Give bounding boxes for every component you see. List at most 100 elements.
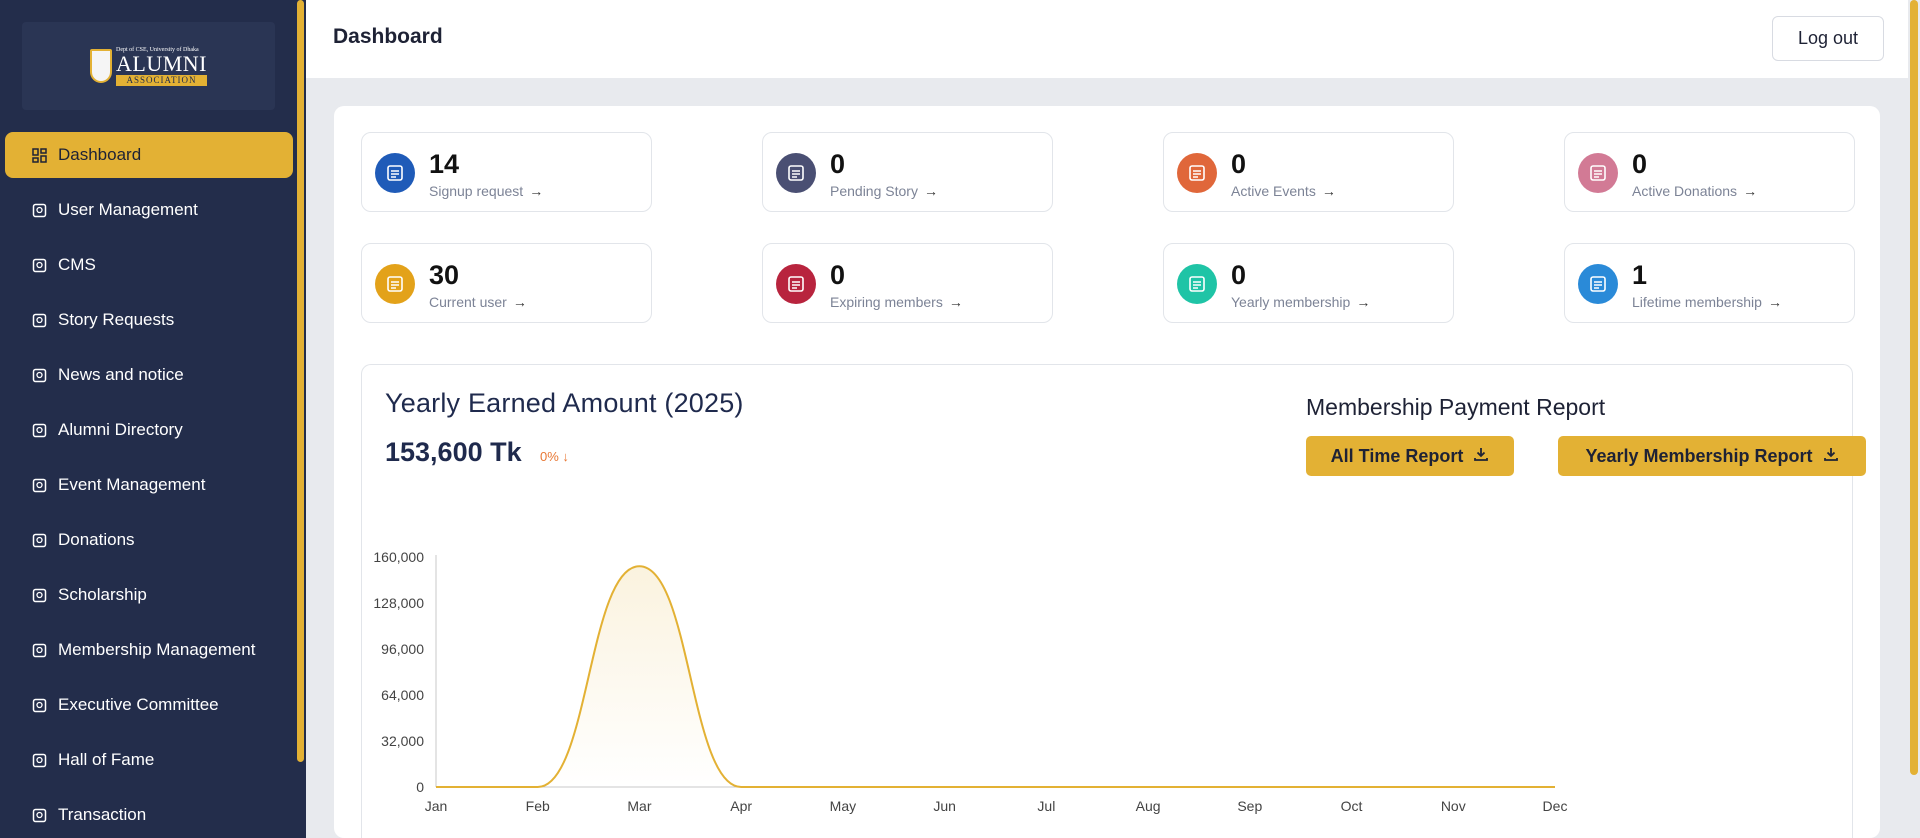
stat-value: 30	[429, 260, 460, 290]
arrow-right-icon: →	[1767, 294, 1782, 310]
stat-label: Yearly membership →	[1231, 294, 1370, 310]
stat-card-signup-request[interactable]: 14 Signup request →	[361, 132, 652, 212]
sidebar-item-dashboard[interactable]: Dashboard	[5, 132, 293, 178]
membership-icon	[31, 642, 48, 659]
stat-value: 0	[830, 149, 846, 179]
stat-value: 1	[1632, 260, 1648, 290]
donations-icon	[1578, 153, 1618, 193]
x-tick-label: Jun	[933, 798, 956, 814]
sidebar-item-label: Hall of Fame	[58, 750, 155, 769]
arrow-right-icon: →	[512, 294, 527, 310]
stat-label: Expiring members →	[830, 294, 963, 310]
stat-label-text: Yearly membership	[1231, 294, 1351, 310]
events-icon	[1177, 153, 1217, 193]
sidebar-item-event-management[interactable]: Event Management	[5, 462, 293, 508]
donation-icon	[31, 532, 48, 549]
x-tick-label: Aug	[1136, 798, 1161, 814]
y-tick-label: 64,000	[381, 687, 424, 703]
report-title: Membership Payment Report	[1306, 394, 1606, 420]
download-icon	[1823, 446, 1839, 467]
sidebar-item-donations[interactable]: Donations	[5, 517, 293, 563]
arrow-right-icon: →	[1743, 183, 1758, 199]
earned-amount: 153,600 Tk	[385, 437, 522, 467]
arrow-right-icon: →	[923, 183, 938, 199]
series-area-fill	[436, 566, 1555, 787]
alumni-logo: Dept of CSE, University of Dhaka ALUMNI …	[90, 47, 207, 86]
arrow-right-icon: →	[948, 294, 963, 310]
x-tick-label: Jul	[1037, 798, 1055, 814]
sidebar-item-alumni-directory[interactable]: Alumni Directory	[5, 407, 293, 453]
sidebar-item-transaction[interactable]: Transaction	[5, 792, 293, 838]
stat-card-active-events[interactable]: 0 Active Events →	[1163, 132, 1454, 212]
sidebar-item-news-and-notice[interactable]: News and notice	[5, 352, 293, 398]
sidebar-item-label: Membership Management	[58, 640, 256, 659]
yearly-membership-icon	[1177, 264, 1217, 304]
stat-value: 0	[1231, 260, 1247, 290]
stat-value: 14	[429, 149, 460, 179]
sidebar: Dept of CSE, University of Dhaka ALUMNI …	[0, 0, 306, 838]
grid-icon	[31, 147, 48, 164]
logo-dept-text: Dept of CSE, University of Dhaka	[116, 46, 199, 53]
sidebar-item-label: Donations	[58, 530, 135, 549]
transaction-icon	[31, 807, 48, 824]
y-tick-label: 0	[416, 779, 424, 795]
sidebar-item-label: User Management	[58, 200, 198, 219]
shield-icon	[90, 49, 112, 83]
logo-alumni-text: ALUMNI	[116, 50, 207, 76]
sidebar-item-user-management[interactable]: User Management	[5, 187, 293, 233]
stat-card-yearly-membership[interactable]: 0 Yearly membership →	[1163, 243, 1454, 323]
sidebar-item-cms[interactable]: CMS	[5, 242, 293, 288]
yearly-membership-report-button[interactable]: Yearly Membership Report	[1558, 436, 1866, 476]
stat-label-text: Expiring members	[830, 294, 943, 310]
x-tick-label: Apr	[730, 798, 752, 814]
stat-card-lifetime-membership[interactable]: 1 Lifetime membership →	[1564, 243, 1855, 323]
sidebar-scrollbar[interactable]	[297, 0, 304, 762]
sidebar-item-hall-of-fame[interactable]: Hall of Fame	[5, 737, 293, 783]
stat-card-pending-story[interactable]: 0 Pending Story →	[762, 132, 1053, 212]
logout-button[interactable]: Log out	[1772, 16, 1884, 61]
stat-card-current-user[interactable]: 30 Current user →	[361, 243, 652, 323]
page-scrollbar[interactable]	[1910, 0, 1918, 775]
users-gear-icon	[31, 202, 48, 219]
all-time-report-label: All Time Report	[1330, 445, 1464, 466]
lifetime-membership-icon	[1578, 264, 1618, 304]
all-time-report-button[interactable]: All Time Report	[1306, 436, 1514, 476]
stat-label-text: Lifetime membership	[1632, 294, 1762, 310]
stat-card-active-donations[interactable]: 0 Active Donations →	[1564, 132, 1855, 212]
stat-label: Active Donations →	[1632, 183, 1757, 199]
y-tick-label: 32,000	[381, 733, 424, 749]
sidebar-item-membership-management[interactable]: Membership Management	[5, 627, 293, 673]
x-tick-label: Sep	[1237, 798, 1262, 814]
logo-box[interactable]: Dept of CSE, University of Dhaka ALUMNI …	[22, 22, 275, 110]
earnings-area-chart: 0 32,000 64,000 96,000 128,000 160,000 Jan Feb M…	[373, 549, 1567, 814]
sidebar-item-label: News and notice	[58, 365, 184, 384]
expiring-icon	[776, 264, 816, 304]
stat-label-text: Pending Story	[830, 183, 918, 199]
sidebar-item-label: Dashboard	[58, 145, 142, 164]
earnings-title: Yearly Earned Amount (2025)	[385, 388, 744, 418]
earnings-chart-card: Yearly Earned Amount (2025) 153,600 Tk 0…	[361, 364, 1866, 838]
arrow-right-icon: →	[1356, 294, 1371, 310]
y-tick-label: 96,000	[381, 641, 424, 657]
page-title: Dashboard	[333, 25, 443, 48]
news-icon	[31, 367, 48, 384]
scholarship-icon	[31, 587, 48, 604]
x-tick-label: Jan	[425, 798, 448, 814]
sidebar-item-label: Executive Committee	[58, 695, 219, 714]
sidebar-item-scholarship[interactable]: Scholarship	[5, 572, 293, 618]
sidebar-item-label: Transaction	[58, 805, 147, 824]
sidebar-item-executive-committee[interactable]: Executive Committee	[5, 682, 293, 728]
sidebar-item-label: Story Requests	[58, 310, 175, 329]
stat-label-text: Active Donations	[1632, 183, 1738, 199]
directory-icon	[31, 422, 48, 439]
stat-value: 0	[830, 260, 846, 290]
sidebar-item-story-requests[interactable]: Story Requests	[5, 297, 293, 343]
stat-value: 0	[1231, 149, 1247, 179]
y-tick-label: 160,000	[373, 549, 424, 565]
y-tick-label: 128,000	[373, 595, 424, 611]
arrow-right-icon: →	[529, 183, 544, 199]
calendar-icon	[31, 477, 48, 494]
x-tick-label: Oct	[1341, 798, 1363, 814]
stat-card-expiring-members[interactable]: 0 Expiring members →	[762, 243, 1053, 323]
stat-label-text: Active Events	[1231, 183, 1316, 199]
